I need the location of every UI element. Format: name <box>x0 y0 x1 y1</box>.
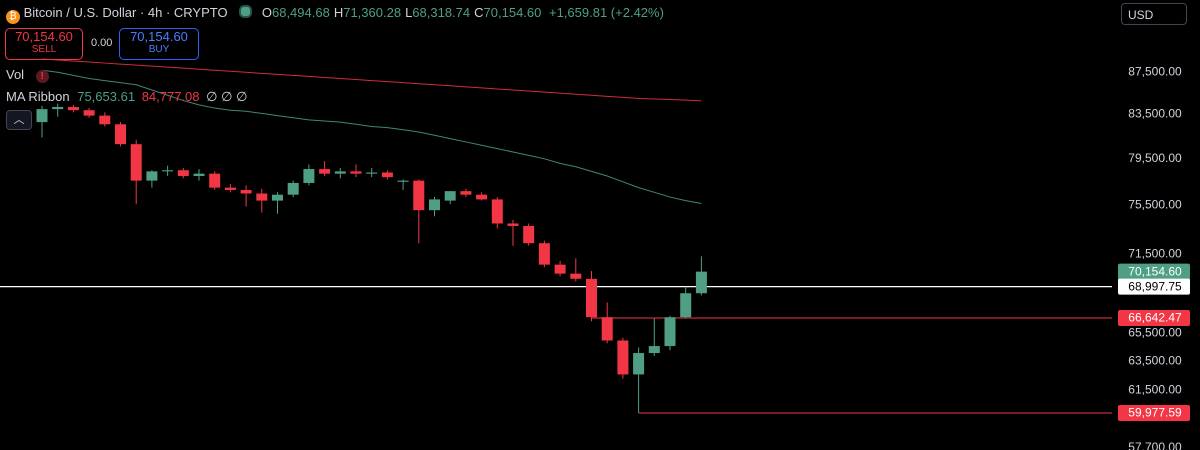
price-label-box <box>1118 309 1190 326</box>
candle-body <box>664 317 676 347</box>
change: +1,659.81 (+2.42%) <box>549 5 664 20</box>
candle-body <box>413 180 425 211</box>
sell-price: 70,154.60 <box>15 29 73 44</box>
y-tick-label: 61,500.00 <box>1128 383 1182 397</box>
ohlc-value: 68,318.74 <box>412 5 471 20</box>
candle-body <box>240 189 252 194</box>
ma-value: ∅ <box>221 89 233 104</box>
candle-body <box>209 173 221 188</box>
y-tick-label: 63,500.00 <box>1128 354 1182 368</box>
candle-body <box>115 124 126 145</box>
candle-body <box>460 191 472 195</box>
price-label: 66,642.47 <box>1128 311 1182 325</box>
buy-button[interactable]: 70,154.60 BUY <box>119 28 199 60</box>
candle-body <box>633 353 645 375</box>
ohlc-key: L <box>405 5 413 20</box>
ma-legend: MA Ribbon 75,653.61 84,777.08 ∅ ∅ ∅ <box>6 89 247 105</box>
candle-body <box>177 170 189 176</box>
candle-body <box>507 223 519 226</box>
ma-value: ∅ <box>236 89 248 104</box>
candle-body <box>146 171 158 181</box>
y-tick-label: 75,500.00 <box>1128 198 1182 212</box>
y-tick-label: 71,500.00 <box>1128 247 1182 261</box>
candle-body <box>193 173 205 176</box>
candle-body <box>601 317 613 341</box>
ma-label: MA Ribbon <box>6 89 70 104</box>
ma-value: 84,777.08 <box>141 89 200 104</box>
ohlc-key: C <box>474 5 484 20</box>
candle-body <box>83 110 95 116</box>
candle-body <box>381 172 393 178</box>
candle-body <box>52 106 64 110</box>
ma-line <box>41 69 702 205</box>
candle-body <box>695 271 707 294</box>
candle-body <box>444 191 456 201</box>
currency: USD <box>1128 8 1154 22</box>
candle-body <box>350 171 362 174</box>
y-tick-label: 83,500.00 <box>1128 107 1182 121</box>
candle-body <box>287 182 299 195</box>
candle-body <box>397 180 409 182</box>
candle-body <box>648 346 660 354</box>
candle-body <box>162 170 174 172</box>
price-label-box <box>1118 278 1190 295</box>
ohlc-value: 71,360.28 <box>343 5 402 20</box>
ohlc-value: 70,154.60 <box>483 5 542 20</box>
candle-body <box>429 199 440 211</box>
collapse-button[interactable]: ︿ <box>6 110 32 130</box>
candle-body <box>570 273 582 279</box>
candle-body <box>256 193 268 201</box>
price-label-box <box>1118 405 1190 422</box>
warning-icon: ! <box>35 70 49 83</box>
buy-price: 70,154.60 <box>130 29 188 44</box>
ohlc-value: 68,494.68 <box>271 5 330 20</box>
currency-select[interactable]: USD <box>1121 3 1187 25</box>
candle-body <box>99 115 111 125</box>
ma-value: 75,653.61 <box>77 89 136 104</box>
symbol: Bitcoin / U.S. Dollar · 4h · CRYPTO <box>23 5 228 20</box>
y-tick-label: 65,500.00 <box>1128 326 1182 340</box>
candle-body <box>538 243 550 265</box>
ohlc-key: O <box>261 5 272 20</box>
price-label: 68,997.75 <box>1128 279 1182 293</box>
candle-body <box>554 264 566 274</box>
candle-body <box>586 278 597 318</box>
header: ₿ Bitcoin / U.S. Dollar · 4h · CRYPTO O6… <box>6 5 664 24</box>
candle-body <box>224 187 236 190</box>
candle-body <box>523 225 535 244</box>
buy-label: BUY <box>148 44 170 55</box>
coin-icon: ₿ <box>6 10 20 24</box>
candle-body <box>303 169 315 183</box>
candle-body <box>319 169 331 174</box>
vol-legend: Vol ! <box>6 67 49 83</box>
candle-body <box>130 144 142 181</box>
spread: 0.00 <box>91 37 113 49</box>
candle-body <box>366 172 378 174</box>
sell-label: SELL <box>31 44 57 55</box>
y-tick-label: 57,700.00 <box>1128 440 1182 450</box>
ma-line <box>41 58 702 102</box>
candle-body <box>67 106 79 111</box>
y-tick-label: 79,500.00 <box>1128 151 1182 165</box>
candle-body <box>491 199 503 224</box>
price-label: 59,977.59 <box>1128 406 1182 420</box>
candle-body <box>476 194 488 200</box>
status-dot <box>239 5 253 18</box>
vol-label: Vol <box>6 67 25 82</box>
ohlc-key: H <box>333 5 344 20</box>
ma-value: ∅ <box>206 89 218 104</box>
sell-button[interactable]: 70,154.60 SELL <box>5 28 83 60</box>
candle-body <box>334 171 346 174</box>
candle-body <box>680 293 692 318</box>
price-label: 70,154.60 <box>1128 264 1182 278</box>
candle-body <box>617 340 629 375</box>
candle-body <box>272 194 283 201</box>
y-tick-label: 87,500.00 <box>1128 64 1182 78</box>
ohlc: O68,494.68 H71,360.28 L68,318.74 C70,154.60 <box>262 5 546 20</box>
candle-body <box>36 109 48 123</box>
